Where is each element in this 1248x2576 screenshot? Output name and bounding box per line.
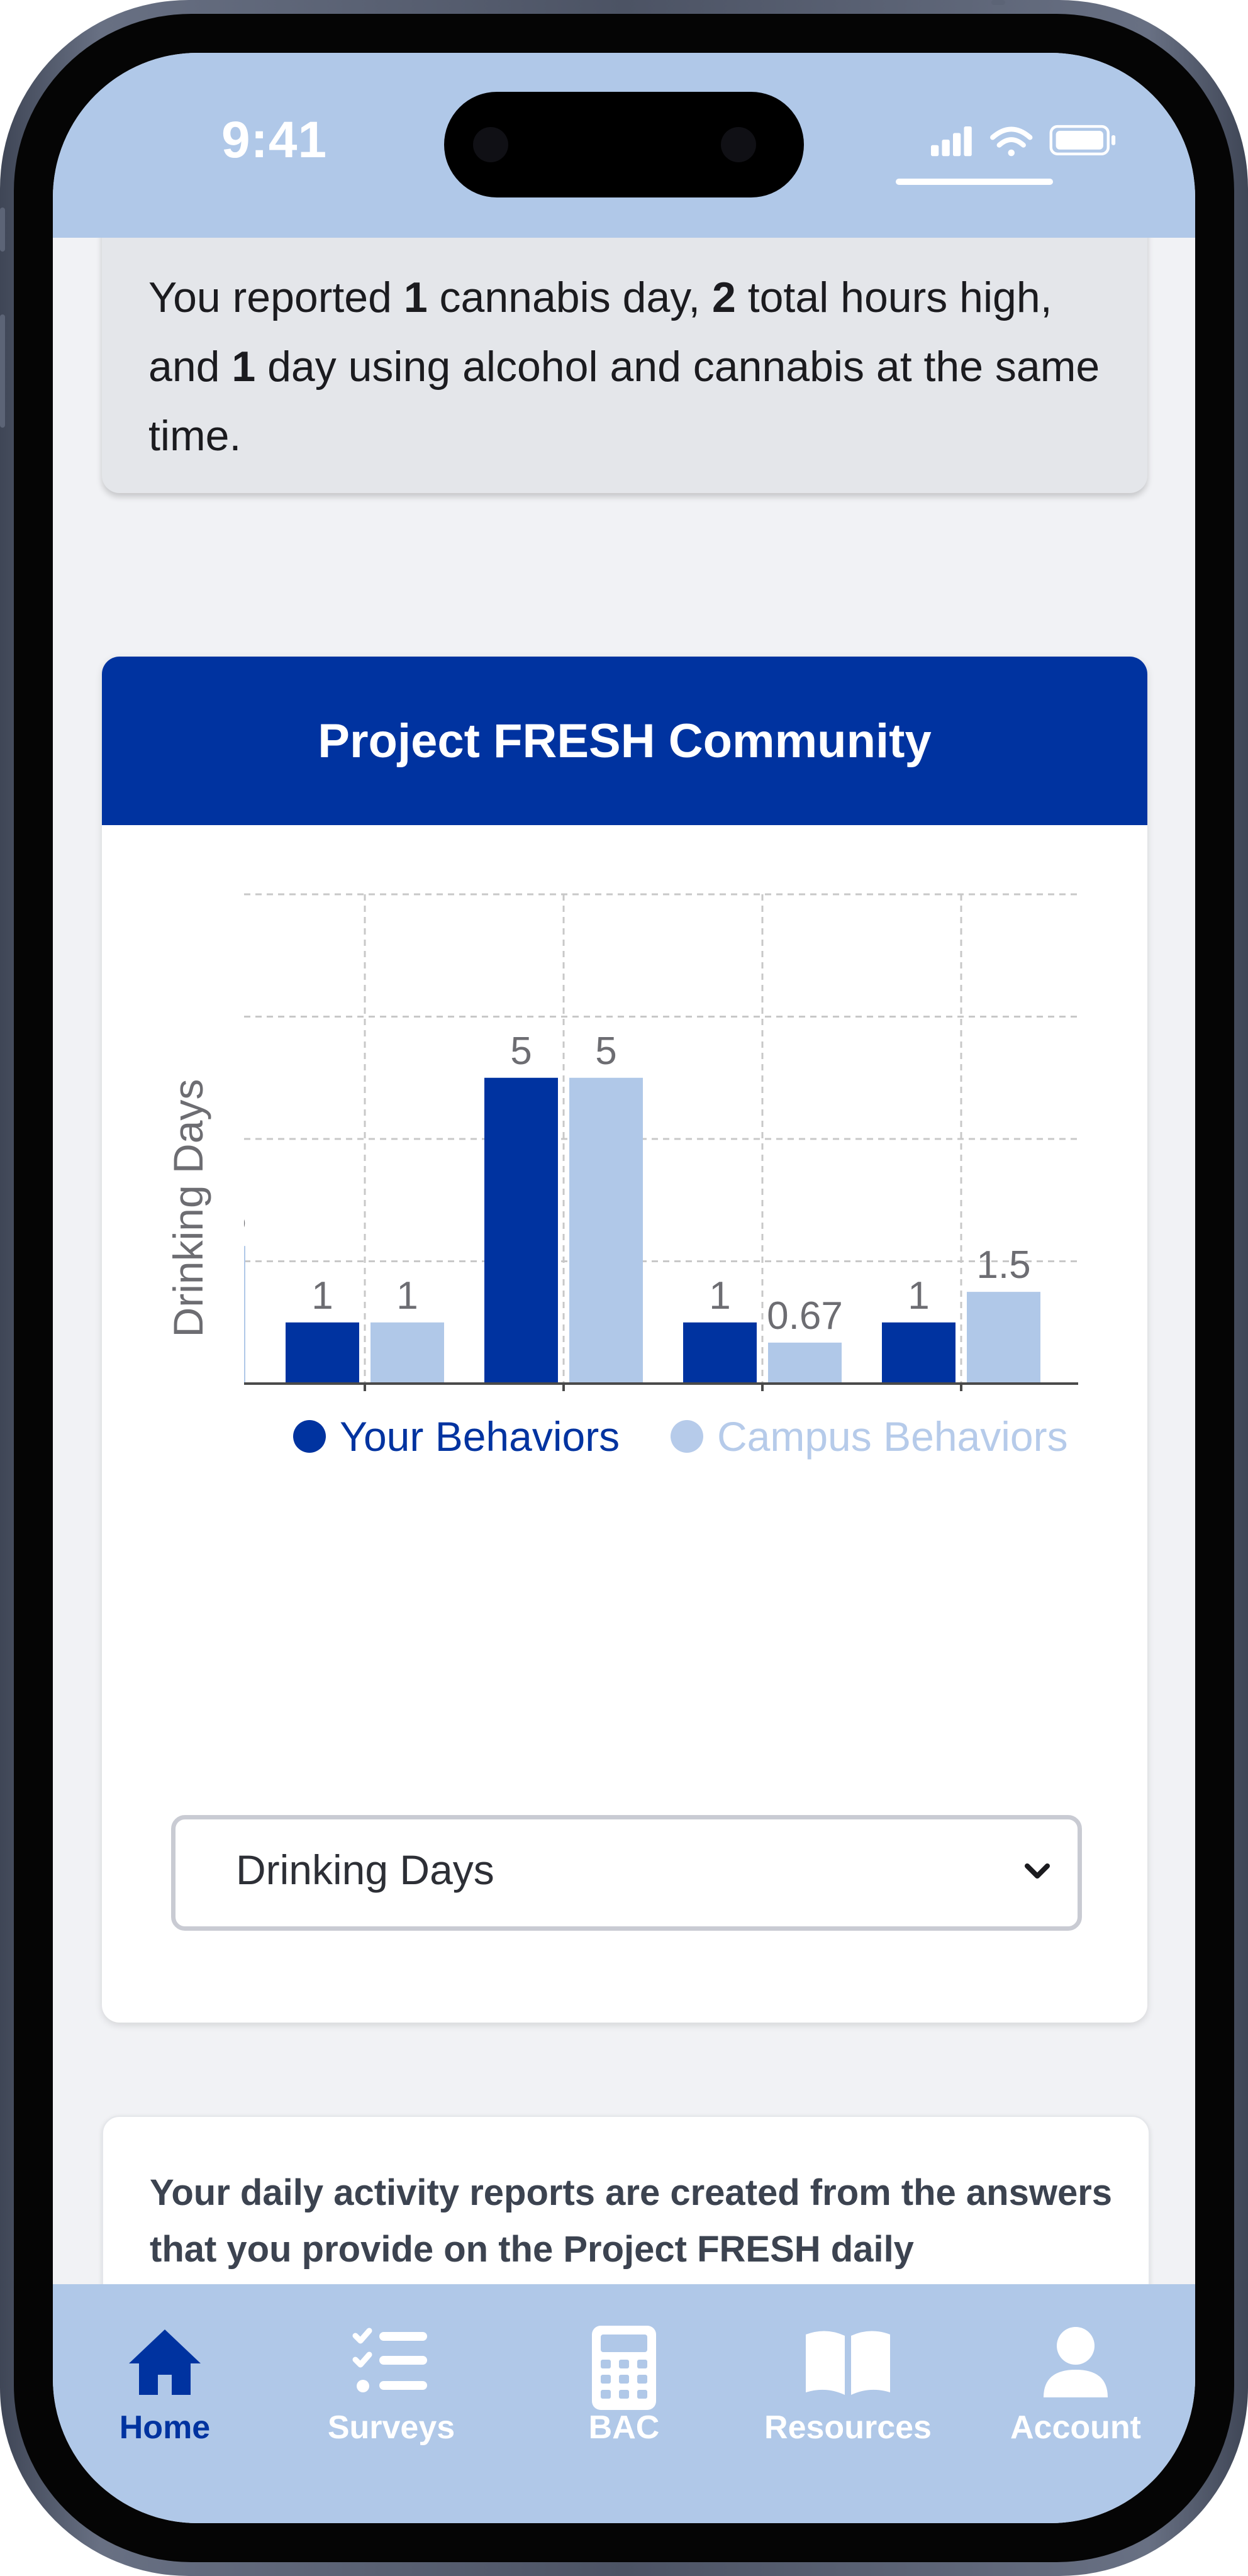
bottom-tab-bar: Home Surveys xyxy=(53,2284,1195,2523)
wifi-icon xyxy=(990,126,1033,157)
community-bar-chart[interactable]: 15112.25150.671.5WK2WK4WK5WK6WK7Drinking… xyxy=(102,825,1147,1391)
chart-legend: Your Behaviors Campus Behaviors xyxy=(102,1394,1147,1469)
legend-dot-campus xyxy=(671,1420,703,1453)
user-icon xyxy=(1044,2327,1108,2397)
volume-up-button xyxy=(0,314,5,428)
chart-data-label: 2.25 xyxy=(170,1197,247,1241)
home-icon xyxy=(129,2329,201,2395)
weekly-report-card: You reported 1 cannabis day, 2 total hou… xyxy=(102,238,1147,493)
tab-label-account: Account xyxy=(1010,2409,1141,2446)
legend-your-behaviors[interactable]: Your Behaviors xyxy=(293,1413,620,1460)
legend-campus-behaviors[interactable]: Campus Behaviors xyxy=(671,1413,1082,1460)
legend-label-your: Your Behaviors xyxy=(340,1413,620,1460)
cellular-signal-icon xyxy=(931,126,972,157)
chart-bar xyxy=(569,1077,643,1384)
calculator-icon xyxy=(592,2326,656,2410)
sensor-icon xyxy=(721,127,756,162)
tab-label-surveys: Surveys xyxy=(327,2409,455,2446)
status-icons xyxy=(931,125,1116,157)
status-time: 9:41 xyxy=(221,111,328,169)
weekly-report-text: You reported 1 cannabis day, 2 total hou… xyxy=(148,274,1100,460)
top-button xyxy=(991,0,1005,5)
chart-data-label: 1.5 xyxy=(976,1243,1030,1287)
tab-surveys[interactable]: Surveys xyxy=(284,2324,498,2475)
chart-data-label: 1 xyxy=(908,1274,929,1318)
info-card: Your daily activity reports are created … xyxy=(102,2116,1150,2284)
status-underline xyxy=(896,179,1053,185)
tab-label-home: Home xyxy=(119,2409,211,2446)
tab-bac[interactable]: BAC xyxy=(517,2324,731,2475)
dynamic-island xyxy=(444,92,804,197)
phone-screen: 9:41 xyxy=(53,53,1195,2523)
chart-bar xyxy=(286,1322,359,1384)
survey-list-icon xyxy=(352,2328,427,2392)
chart-data-label: 1 xyxy=(709,1274,730,1318)
chart-bar xyxy=(370,1322,444,1384)
chart-bar xyxy=(484,1077,558,1384)
chart-data-label: 5 xyxy=(595,1030,616,1073)
chart-bar xyxy=(768,1342,842,1384)
chart-data-label: 5 xyxy=(510,1030,532,1073)
community-header: Project FRESH Community xyxy=(102,657,1147,825)
tab-resources[interactable]: Resources xyxy=(741,2324,955,2475)
chart-bar xyxy=(967,1292,1040,1384)
legend-label-campus: Campus Behaviors xyxy=(717,1413,1068,1460)
metric-select[interactable]: Drinking Days xyxy=(171,1815,1082,1931)
community-title: Project FRESH Community xyxy=(318,714,932,768)
metric-select-value: Drinking Days xyxy=(236,1846,494,1893)
chart-bar xyxy=(244,1246,245,1384)
chart-bar xyxy=(882,1322,956,1384)
main-content[interactable]: You reported 1 cannabis day, 2 total hou… xyxy=(53,238,1195,2284)
book-icon xyxy=(806,2331,890,2395)
camera-icon xyxy=(473,127,508,162)
status-bar: 9:41 xyxy=(53,53,1195,238)
chart-data-label: 0.67 xyxy=(767,1294,843,1338)
battery-icon xyxy=(1049,125,1116,155)
chevron-down-icon xyxy=(1025,1863,1050,1879)
tab-label-resources: Resources xyxy=(764,2409,932,2446)
chart-bar xyxy=(683,1322,757,1384)
chart-data-label: 1 xyxy=(396,1274,418,1318)
chart-data-label: 1 xyxy=(311,1274,333,1318)
side-button xyxy=(0,208,5,252)
y-axis-label: Drinking Days xyxy=(165,1079,211,1338)
community-card: Project FRESH Community 1 5 1 1 2.25 1 5 0.67 1.… xyxy=(102,657,1147,2023)
tab-home[interactable]: Home xyxy=(58,2324,272,2475)
legend-dot-your xyxy=(293,1420,326,1453)
tab-account[interactable]: Account xyxy=(969,2324,1183,2475)
tab-label-bac: BAC xyxy=(588,2409,660,2446)
info-text: Your daily activity reports are created … xyxy=(150,2172,1113,2270)
